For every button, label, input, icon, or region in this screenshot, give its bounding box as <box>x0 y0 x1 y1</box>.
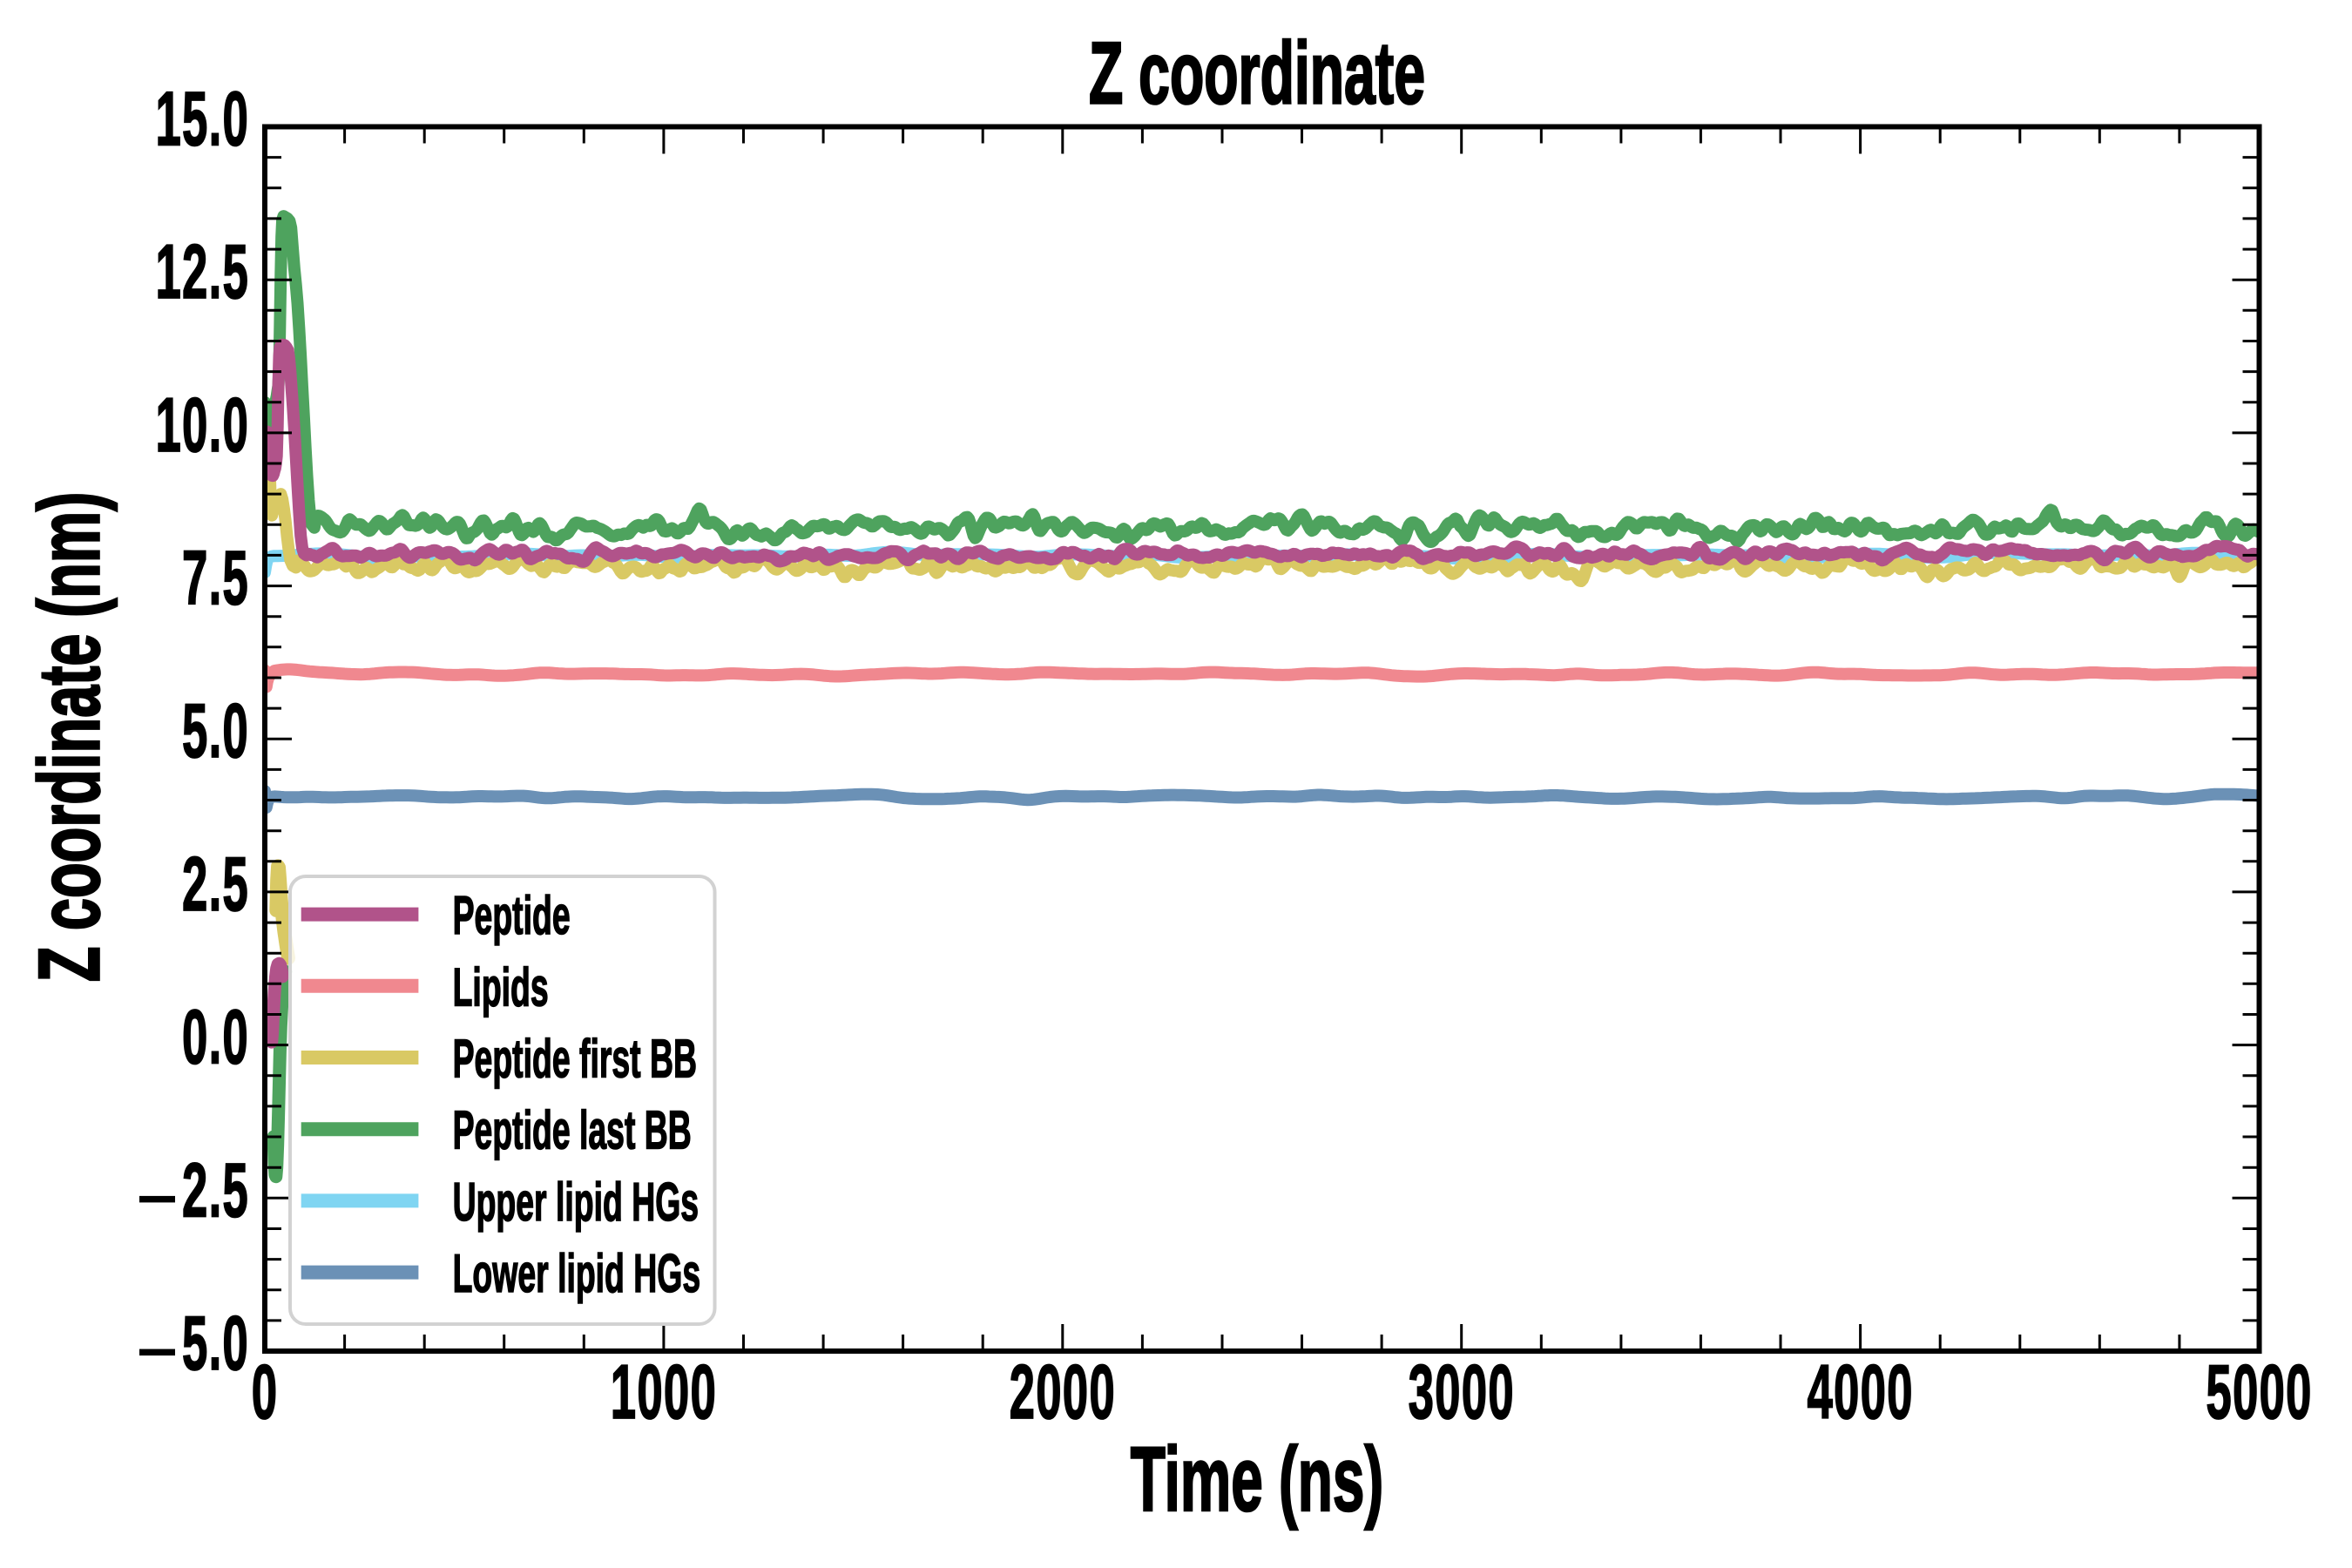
svg-text:Upper lipid HGs: Upper lipid HGs <box>453 1172 699 1232</box>
svg-text:0.0: 0.0 <box>182 995 249 1080</box>
svg-text:7.5: 7.5 <box>182 536 249 621</box>
svg-text:5.0: 5.0 <box>182 1301 249 1386</box>
svg-text:Z coordinate: Z coordinate <box>1089 23 1425 121</box>
svg-text:Peptide: Peptide <box>453 885 571 945</box>
svg-text:Lipids: Lipids <box>453 957 549 1017</box>
svg-text:0: 0 <box>252 1349 279 1435</box>
svg-text:5.0: 5.0 <box>182 688 249 774</box>
svg-text:1000: 1000 <box>611 1349 717 1435</box>
svg-text:Z coordinate (nm): Z coordinate (nm) <box>21 492 117 983</box>
svg-text:Peptide first BB: Peptide first BB <box>453 1029 697 1089</box>
svg-text:Time (ns): Time (ns) <box>1131 1428 1383 1531</box>
svg-text:Lower lipid HGs: Lower lipid HGs <box>453 1243 701 1303</box>
svg-text:2000: 2000 <box>1010 1349 1116 1435</box>
svg-text:3000: 3000 <box>1409 1349 1515 1435</box>
svg-text:2.5: 2.5 <box>182 1147 249 1233</box>
svg-text:15.0: 15.0 <box>155 77 249 162</box>
svg-text:2.5: 2.5 <box>182 841 249 927</box>
svg-text:5000: 5000 <box>2206 1349 2312 1435</box>
svg-text:Peptide last BB: Peptide last BB <box>453 1100 692 1160</box>
svg-text:12.5: 12.5 <box>155 229 249 314</box>
svg-text:10.0: 10.0 <box>155 382 249 468</box>
svg-text:4000: 4000 <box>1807 1349 1913 1435</box>
